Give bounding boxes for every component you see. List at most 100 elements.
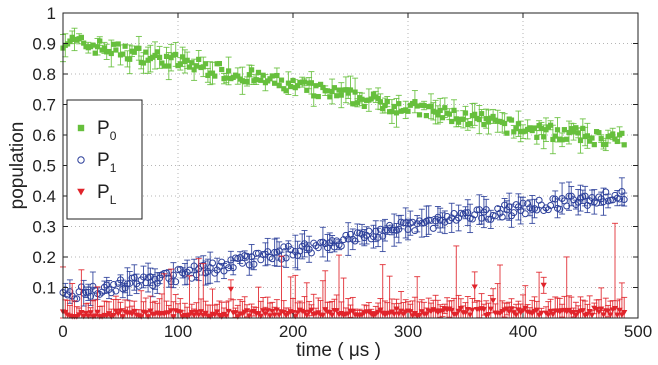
data-point <box>84 288 92 296</box>
data-point <box>619 130 625 136</box>
data-point <box>600 312 607 318</box>
data-point <box>227 286 235 293</box>
data-point <box>425 216 433 224</box>
data-point <box>395 225 403 233</box>
data-point <box>174 266 182 274</box>
data-point <box>255 249 262 257</box>
data-point <box>464 306 471 313</box>
data-point <box>130 273 138 281</box>
data-point <box>184 57 190 63</box>
y-tick-label: 0.9 <box>32 35 56 54</box>
data-point <box>301 240 308 248</box>
data-point <box>409 218 417 226</box>
legend: P0 P1 PL <box>66 99 143 220</box>
legend-label-p1: P <box>97 150 110 171</box>
data-point <box>439 216 446 224</box>
data-point <box>320 84 326 91</box>
data-point <box>522 305 529 312</box>
data-point <box>462 209 469 217</box>
data-point <box>498 213 506 221</box>
data-point <box>166 63 172 69</box>
data-point <box>512 201 520 209</box>
data-point <box>202 310 209 317</box>
y-tick-label: 0.3 <box>32 218 56 237</box>
data-point <box>580 125 586 131</box>
data-point <box>621 310 628 316</box>
data-point <box>588 312 596 319</box>
data-point <box>543 127 549 133</box>
data-point <box>395 311 402 317</box>
data-point <box>414 103 420 109</box>
data-point <box>274 72 280 79</box>
data-point <box>589 135 595 141</box>
data-point <box>519 199 527 207</box>
data-point <box>257 313 264 320</box>
legend-symbol <box>77 156 85 164</box>
data-point <box>375 95 381 102</box>
data-point <box>428 103 434 109</box>
data-point <box>226 68 232 74</box>
data-point <box>283 88 289 94</box>
data-point <box>327 94 333 100</box>
data-point <box>225 264 233 272</box>
data-point <box>249 67 255 73</box>
data-point <box>321 240 329 248</box>
data-point <box>462 310 469 316</box>
data-point <box>377 307 384 313</box>
data-point <box>473 206 481 214</box>
data-point <box>203 61 209 67</box>
data-point <box>374 233 382 241</box>
data-point <box>512 312 520 319</box>
legend-item-p1: P1 <box>77 150 117 175</box>
data-point <box>448 307 455 314</box>
y-tick-label: 0.8 <box>32 65 56 84</box>
data-point <box>482 206 490 214</box>
data-point <box>89 282 97 290</box>
data-point <box>551 195 559 203</box>
data-point <box>549 312 557 318</box>
x-tick-label: 200 <box>279 322 307 341</box>
data-point <box>506 309 513 315</box>
data-point <box>92 50 98 56</box>
data-point <box>481 121 487 128</box>
data-point <box>235 73 241 79</box>
data-point <box>115 41 121 47</box>
data-point <box>227 256 235 264</box>
data-point <box>352 89 358 95</box>
data-point <box>508 306 515 312</box>
data-point <box>64 291 72 299</box>
data-point <box>319 312 327 319</box>
data-point <box>603 141 609 148</box>
y-tick-label: 0.5 <box>32 157 56 176</box>
data-point <box>169 271 177 279</box>
data-point <box>189 60 195 66</box>
data-point <box>556 205 564 213</box>
data-point <box>291 248 299 256</box>
data-point <box>604 308 612 315</box>
data-point <box>487 215 495 223</box>
data-point <box>229 264 237 272</box>
data-point <box>572 312 580 319</box>
data-point <box>450 210 458 218</box>
data-point <box>289 251 297 259</box>
data-point <box>131 49 137 55</box>
data-point <box>280 243 288 251</box>
points <box>59 187 628 303</box>
data-point <box>361 103 367 109</box>
data-point <box>236 254 244 262</box>
data-point <box>177 61 183 67</box>
data-point <box>269 308 276 315</box>
data-point <box>318 81 324 87</box>
data-point <box>570 309 577 316</box>
data-point <box>328 312 336 319</box>
data-point <box>611 305 619 312</box>
data-point <box>460 116 466 122</box>
legend-subscript-pl: L <box>110 193 117 207</box>
data-point <box>122 43 128 49</box>
data-point <box>85 313 92 320</box>
data-point <box>315 93 321 100</box>
y-tick-label: 1 <box>47 4 56 23</box>
data-point <box>308 307 315 314</box>
data-point <box>260 72 266 78</box>
data-point <box>204 268 212 276</box>
